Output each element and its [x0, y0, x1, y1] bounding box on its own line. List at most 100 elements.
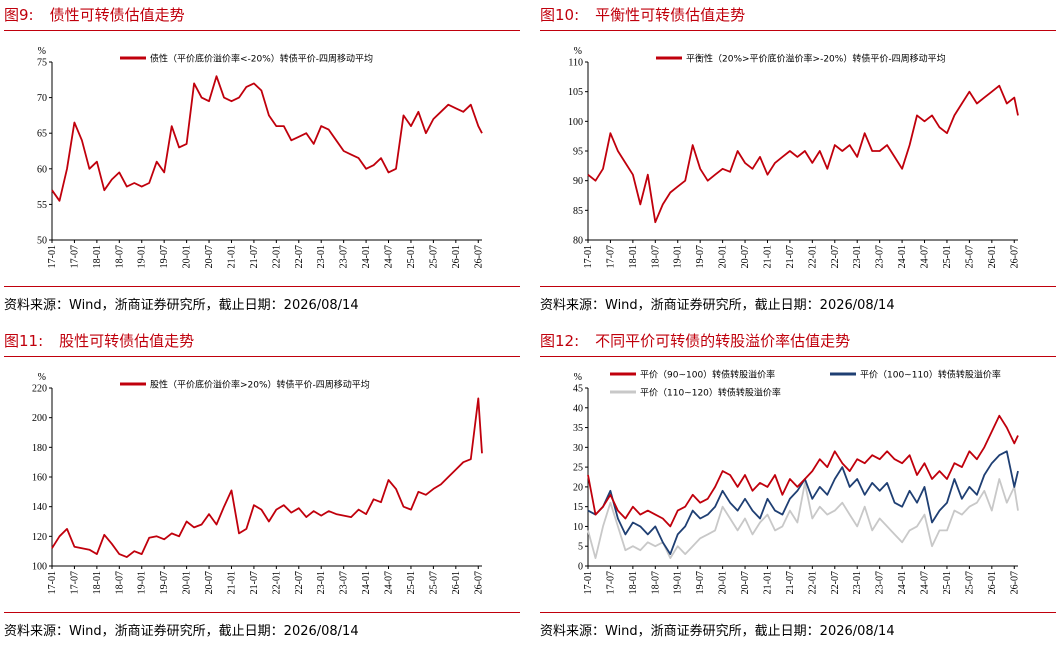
- figure-9-panel: 图9: 债性可转债估值走势 % 50 55 60 65 70 75 17-01 17-07 18-0…: [4, 0, 520, 320]
- x-tick-label: 17-01: [583, 571, 594, 594]
- figure-10-panel: 图10: 平衡性可转债估值走势 % 80 85 90 95 100 105 110 17-01 17…: [540, 0, 1056, 320]
- x-tick-label: 19-07: [159, 245, 170, 268]
- x-tick-label: 24-01: [361, 571, 372, 594]
- legend-label: 平价（90~100）转债转股溢价率: [640, 369, 775, 381]
- x-tick-label: 18-07: [650, 245, 661, 268]
- title-divider: [4, 356, 520, 357]
- x-tick-label: 18-01: [92, 571, 103, 594]
- x-tick-label: 26-07: [1009, 245, 1020, 268]
- y-tick-label: 10: [573, 522, 583, 533]
- y-tick-label: 160: [32, 473, 47, 484]
- x-tick-label: 17-07: [69, 245, 80, 268]
- x-tick-label: 22-07: [294, 571, 305, 594]
- y-tick-label: 90: [573, 176, 583, 187]
- x-tick-label: 19-07: [695, 245, 706, 268]
- y-unit-label: %: [38, 46, 46, 57]
- y-unit-label: %: [574, 46, 582, 57]
- x-tick-label: 26-01: [987, 245, 998, 268]
- series-line: [587, 414, 1019, 528]
- source-note: 资料来源：Wind，浙商证券研究所，截止日期：2026/08/14: [4, 298, 359, 313]
- y-tick-label: 60: [37, 164, 47, 175]
- x-tick-label: 22-07: [294, 245, 305, 268]
- figure-title: 图10: 平衡性可转债估值走势: [540, 6, 746, 24]
- chart-12-svg: % 0 5 10 15 20 25 30 35 40 45 17-01 17-07 18-01 18-07 1…: [573, 369, 1020, 595]
- y-tick-label: 180: [32, 443, 47, 454]
- y-tick-label: 85: [573, 206, 583, 217]
- x-tick-label: 18-07: [114, 571, 125, 594]
- x-tick-label: 17-01: [583, 245, 594, 268]
- x-tick-label: 26-07: [473, 245, 484, 268]
- x-tick-label: 22-01: [807, 245, 818, 268]
- title-divider: [540, 356, 1056, 357]
- y-tick-label: 25: [573, 463, 583, 474]
- legend-label: 平价（110~120）转债转股溢价率: [640, 387, 781, 399]
- source-divider: [4, 286, 520, 287]
- y-tick-label: 5: [578, 542, 583, 553]
- figure-title: 图11: 股性可转债估值走势: [4, 332, 195, 350]
- x-tick-label: 19-07: [159, 571, 170, 594]
- x-tick-label: 19-07: [695, 571, 706, 594]
- legend-label: 股性（平价底价溢价率>20%）转债平价-四周移动平均: [150, 379, 370, 391]
- x-tick-label: 20-01: [182, 245, 193, 268]
- legend-label: 债性（平价底价溢价率<-20%）转债平价-四周移动平均: [150, 53, 373, 65]
- x-tick-label: 25-01: [942, 571, 953, 594]
- x-tick-label: 26-01: [451, 571, 462, 594]
- series-line: [587, 478, 1019, 560]
- y-tick-label: 30: [573, 443, 583, 454]
- y-tick-label: 100: [568, 117, 583, 128]
- x-tick-label: 25-07: [428, 245, 439, 268]
- x-tick-label: 20-07: [740, 571, 751, 594]
- y-tick-label: 0: [578, 562, 583, 573]
- x-tick-label: 22-01: [271, 571, 282, 594]
- x-tick-label: 26-07: [473, 571, 484, 594]
- x-tick-label: 18-01: [628, 571, 639, 594]
- y-tick-label: 75: [37, 58, 47, 69]
- x-tick-label: 19-01: [673, 571, 684, 594]
- series-line: [51, 75, 483, 202]
- x-tick-label: 21-01: [226, 571, 237, 594]
- y-tick-label: 200: [32, 413, 47, 424]
- x-tick-label: 22-07: [830, 571, 841, 594]
- x-tick-label: 24-07: [920, 571, 931, 594]
- source-note: 资料来源：Wind，浙商证券研究所，截止日期：2026/08/14: [540, 624, 895, 639]
- x-tick-label: 17-01: [47, 245, 58, 268]
- source-note: 资料来源：Wind，浙商证券研究所，截止日期：2026/08/14: [4, 624, 359, 639]
- x-tick-label: 23-07: [339, 571, 350, 594]
- x-tick-label: 17-01: [47, 571, 58, 594]
- y-tick-label: 45: [573, 384, 583, 395]
- x-tick-label: 25-01: [406, 245, 417, 268]
- source-divider: [540, 612, 1056, 613]
- x-tick-label: 24-07: [384, 245, 395, 268]
- chart-11-svg: % 100 120 140 160 180 200 220 17-01 17-07 18-01 18-…: [32, 372, 484, 594]
- y-unit-label: %: [38, 372, 46, 383]
- x-tick-label: 25-07: [428, 571, 439, 594]
- x-tick-label: 23-07: [339, 245, 350, 268]
- y-tick-label: 15: [573, 502, 583, 513]
- legend-label: 平价（100~110）转债转股溢价率: [860, 369, 1001, 381]
- source-divider: [4, 612, 520, 613]
- y-tick-label: 40: [573, 403, 583, 414]
- figure-title: 图12: 不同平价可转债的转股溢价率估值走势: [540, 332, 851, 350]
- y-tick-label: 220: [32, 384, 47, 395]
- y-tick-label: 105: [568, 87, 583, 98]
- x-tick-label: 20-01: [718, 245, 729, 268]
- y-tick-label: 140: [32, 502, 47, 513]
- chart-10-svg: % 80 85 90 95 100 105 110 17-01 17-07 18-01 18-07 19…: [568, 46, 1020, 268]
- x-tick-label: 24-07: [920, 245, 931, 268]
- y-tick-label: 55: [37, 200, 47, 211]
- x-tick-label: 26-07: [1009, 571, 1020, 594]
- x-tick-label: 22-07: [830, 245, 841, 268]
- x-tick-label: 24-01: [897, 571, 908, 594]
- x-tick-label: 23-01: [316, 571, 327, 594]
- x-tick-label: 23-01: [852, 245, 863, 268]
- y-tick-label: 65: [37, 129, 47, 140]
- x-tick-label: 17-07: [69, 571, 80, 594]
- x-tick-label: 17-07: [605, 245, 616, 268]
- y-tick-label: 20: [573, 482, 583, 493]
- y-tick-label: 50: [37, 236, 47, 247]
- x-tick-label: 18-07: [114, 245, 125, 268]
- x-tick-label: 22-01: [271, 245, 282, 268]
- y-tick-label: 100: [32, 562, 47, 573]
- x-tick-label: 18-07: [650, 571, 661, 594]
- x-tick-label: 20-01: [718, 571, 729, 594]
